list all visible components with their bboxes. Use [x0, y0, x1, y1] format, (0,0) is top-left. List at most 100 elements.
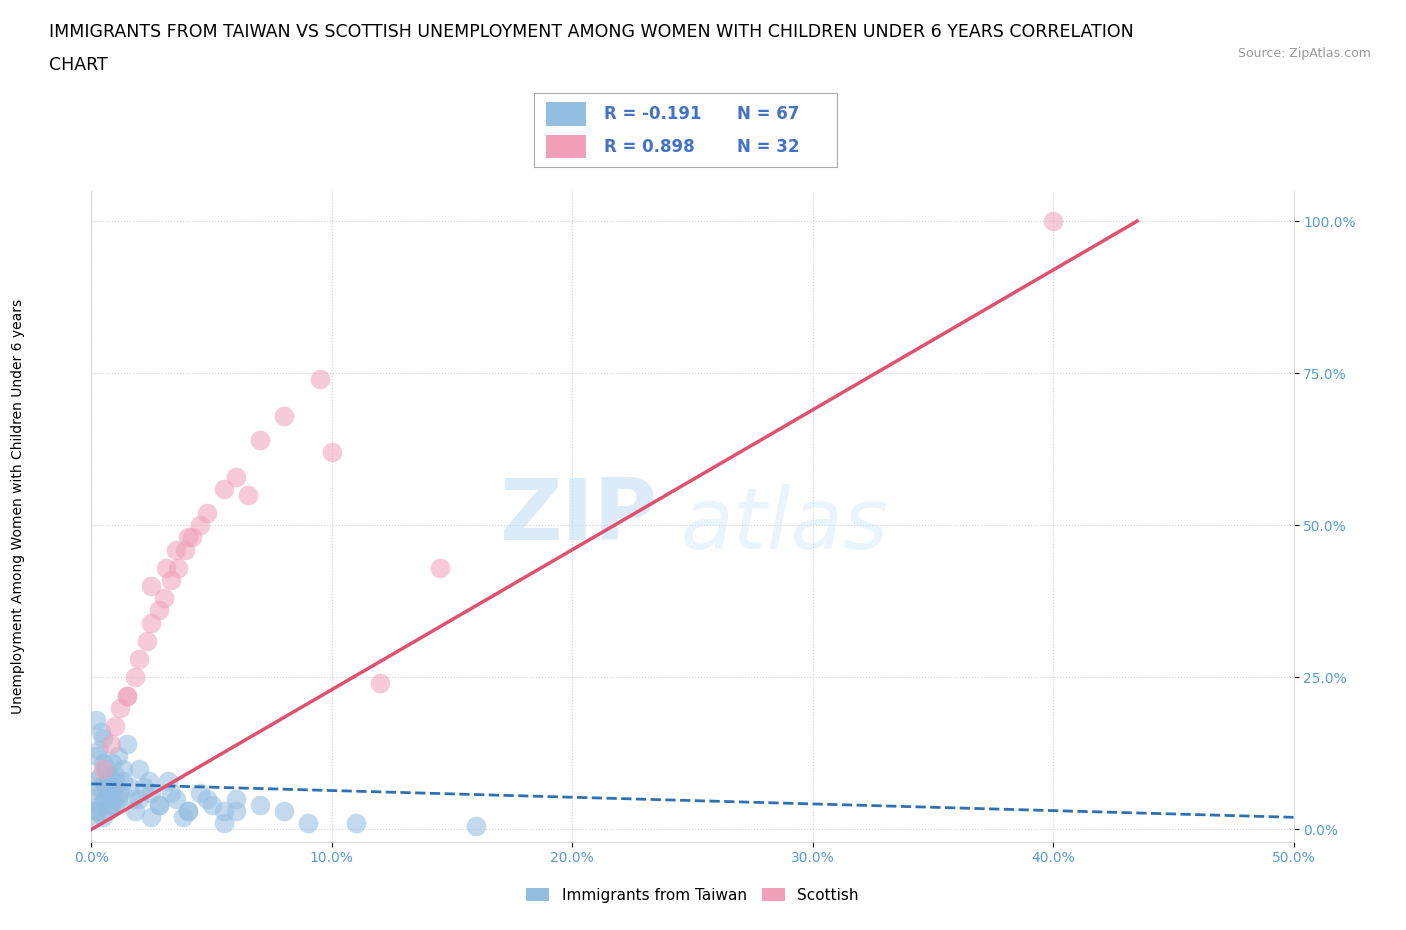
- Point: [96, 804, 118, 818]
- Text: Source: ZipAtlas.com: Source: ZipAtlas.com: [1237, 46, 1371, 60]
- Point: [107, 791, 129, 806]
- Point: [118, 779, 141, 794]
- Point: [98, 786, 121, 801]
- Point: [249, 798, 271, 813]
- Point: [159, 573, 181, 588]
- Point: [93, 731, 115, 746]
- Text: N = 67: N = 67: [737, 105, 799, 123]
- Point: [93, 755, 115, 770]
- Point: [344, 816, 367, 830]
- Point: [308, 372, 330, 387]
- Point: [212, 816, 235, 830]
- Point: [101, 786, 124, 801]
- Point: [87, 779, 110, 794]
- Point: [225, 804, 247, 818]
- Point: [100, 737, 122, 751]
- Point: [368, 676, 391, 691]
- Point: [141, 578, 163, 593]
- Point: [174, 542, 197, 557]
- Point: [148, 603, 170, 618]
- Point: [1042, 214, 1064, 229]
- Point: [165, 791, 187, 806]
- Text: Unemployment Among Women with Children Under 6 years: Unemployment Among Women with Children U…: [11, 299, 25, 714]
- Point: [134, 779, 156, 794]
- Point: [94, 761, 117, 776]
- Point: [188, 786, 211, 801]
- Point: [176, 804, 198, 818]
- Point: [141, 810, 163, 825]
- Point: [89, 798, 111, 813]
- Point: [121, 791, 143, 806]
- Text: atlas: atlas: [681, 485, 889, 567]
- Point: [100, 798, 122, 813]
- Point: [86, 749, 108, 764]
- Point: [321, 445, 343, 459]
- Point: [93, 791, 115, 806]
- Point: [117, 688, 139, 703]
- FancyBboxPatch shape: [547, 135, 586, 158]
- Point: [90, 767, 112, 782]
- Point: [97, 767, 120, 782]
- Point: [90, 724, 112, 739]
- Text: N = 32: N = 32: [737, 138, 800, 155]
- Point: [188, 518, 211, 533]
- Point: [167, 561, 190, 576]
- Point: [100, 798, 122, 813]
- Legend: Immigrants from Taiwan, Scottish: Immigrants from Taiwan, Scottish: [520, 882, 865, 909]
- Point: [84, 774, 107, 789]
- Point: [104, 798, 127, 813]
- Point: [141, 786, 163, 801]
- Point: [124, 670, 146, 684]
- Point: [107, 749, 129, 764]
- Point: [148, 798, 170, 813]
- Point: [111, 761, 134, 776]
- Text: ZIP: ZIP: [499, 474, 657, 558]
- Point: [148, 798, 170, 813]
- Point: [111, 774, 134, 789]
- Point: [429, 561, 451, 576]
- Point: [128, 791, 150, 806]
- Point: [200, 798, 222, 813]
- Point: [84, 810, 107, 825]
- Point: [225, 791, 247, 806]
- Point: [273, 408, 295, 423]
- Point: [159, 786, 181, 801]
- Point: [91, 786, 114, 801]
- Point: [83, 791, 105, 806]
- Point: [84, 804, 107, 818]
- FancyBboxPatch shape: [547, 102, 586, 126]
- Point: [128, 761, 150, 776]
- Point: [117, 737, 139, 751]
- Point: [212, 804, 235, 818]
- Point: [93, 761, 115, 776]
- Point: [195, 506, 218, 521]
- Text: IMMIGRANTS FROM TAIWAN VS SCOTTISH UNEMPLOYMENT AMONG WOMEN WITH CHILDREN UNDER : IMMIGRANTS FROM TAIWAN VS SCOTTISH UNEMP…: [49, 23, 1135, 41]
- Point: [297, 816, 319, 830]
- Point: [176, 804, 198, 818]
- Point: [104, 767, 127, 782]
- Point: [117, 688, 139, 703]
- Point: [84, 712, 107, 727]
- Point: [172, 810, 194, 825]
- Point: [465, 819, 488, 834]
- Point: [97, 774, 120, 789]
- Text: CHART: CHART: [49, 56, 108, 73]
- Text: R = 0.898: R = 0.898: [603, 138, 695, 155]
- Point: [273, 804, 295, 818]
- Point: [87, 743, 110, 758]
- Point: [165, 542, 187, 557]
- Point: [94, 779, 117, 794]
- Point: [138, 774, 160, 789]
- Point: [86, 804, 108, 818]
- Point: [103, 791, 125, 806]
- Point: [128, 652, 150, 667]
- Point: [225, 469, 247, 484]
- Text: R = -0.191: R = -0.191: [603, 105, 702, 123]
- Point: [141, 615, 163, 630]
- Point: [181, 530, 204, 545]
- Point: [195, 791, 218, 806]
- Point: [236, 487, 259, 502]
- Point: [104, 719, 127, 734]
- Point: [135, 633, 157, 648]
- Point: [104, 774, 127, 789]
